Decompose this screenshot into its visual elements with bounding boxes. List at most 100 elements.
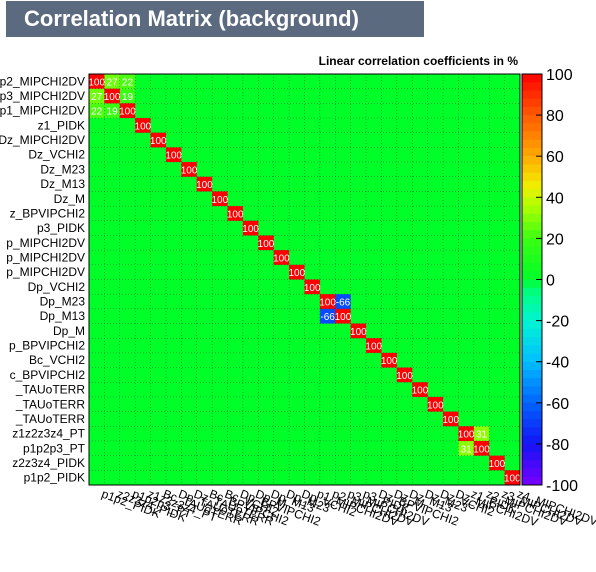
y-axis-label: p2_MIPCHI2DV <box>0 74 85 88</box>
heatmap-cell <box>135 250 151 266</box>
heatmap-cell <box>150 132 167 148</box>
heatmap-cell <box>212 440 228 456</box>
heatmap-cell <box>304 264 321 280</box>
heatmap-cell <box>473 206 490 222</box>
heatmap-cell <box>104 162 121 178</box>
heatmap-cell <box>304 411 321 427</box>
heatmap-cell <box>289 455 305 471</box>
color-scale-segment <box>522 345 542 354</box>
heatmap-cell <box>196 440 213 456</box>
heatmap-cell <box>181 103 198 119</box>
heatmap-cell <box>381 147 398 163</box>
heatmap-cell <box>119 279 136 295</box>
heatmap-cell <box>273 308 290 324</box>
heatmap-cell <box>150 396 167 412</box>
heatmap-cell <box>350 264 367 280</box>
heatmap-cell <box>212 147 228 163</box>
heatmap-cell <box>119 440 136 456</box>
heatmap-cell <box>443 411 459 427</box>
heatmap-cell <box>335 176 351 192</box>
heatmap-cell <box>196 338 213 354</box>
y-axis-label: Dp_M23 <box>40 295 86 309</box>
heatmap-cell <box>212 470 228 486</box>
heatmap-cell <box>304 88 321 104</box>
heatmap-cell <box>412 308 428 324</box>
heatmap-cell <box>412 367 428 383</box>
heatmap-cell <box>165 308 182 324</box>
heatmap-cell <box>227 264 244 280</box>
cell-value-label: 31 <box>461 444 473 455</box>
heatmap-cell <box>396 176 413 192</box>
heatmap-cell <box>304 440 321 456</box>
heatmap-cell <box>258 323 275 339</box>
y-axis-label: Dz_VCHI2 <box>28 148 85 162</box>
heatmap-cell <box>335 162 351 178</box>
heatmap-cell <box>273 162 290 178</box>
heatmap-cell <box>104 382 121 398</box>
heatmap-cell <box>458 294 475 310</box>
heatmap-cell <box>165 88 182 104</box>
heatmap-cell <box>242 308 259 324</box>
heatmap-cell <box>335 352 351 368</box>
heatmap-cell <box>412 396 428 412</box>
heatmap-cell <box>443 382 459 398</box>
heatmap-cell <box>458 264 475 280</box>
heatmap-cell <box>366 279 382 295</box>
heatmap-cell <box>196 426 213 442</box>
heatmap-cell <box>427 103 444 119</box>
heatmap-cell <box>304 132 321 148</box>
color-scale-segment <box>522 476 542 486</box>
color-scale-tick-label: -40 <box>546 355 569 372</box>
heatmap-cell <box>350 308 367 324</box>
heatmap-cell <box>319 147 336 163</box>
heatmap-cell <box>412 440 428 456</box>
heatmap-cell <box>304 382 321 398</box>
heatmap-cell <box>489 367 505 383</box>
heatmap-cell <box>443 162 459 178</box>
heatmap-cell <box>242 176 259 192</box>
heatmap-cell <box>350 440 367 456</box>
heatmap-cell <box>335 118 351 134</box>
heatmap-cell <box>165 235 182 251</box>
color-scale-segment <box>522 337 542 346</box>
heatmap-cell <box>150 440 167 456</box>
heatmap-cell <box>412 118 428 134</box>
heatmap-cell <box>335 88 351 104</box>
heatmap-cell <box>289 426 305 442</box>
heatmap-cell <box>319 264 336 280</box>
heatmap-cell <box>89 235 105 251</box>
heatmap-cell <box>335 426 351 442</box>
heatmap-cell <box>427 264 444 280</box>
heatmap-cell <box>504 382 521 398</box>
heatmap-cell <box>212 294 228 310</box>
heatmap-cell <box>104 308 121 324</box>
heatmap-cell <box>227 338 244 354</box>
color-scale-segment <box>522 353 542 363</box>
heatmap-cell <box>104 294 121 310</box>
heatmap-cell <box>412 352 428 368</box>
heatmap-cell <box>504 323 521 339</box>
cell-value-label: -66 <box>336 298 351 309</box>
heatmap-cell <box>504 147 521 163</box>
x-axis-labels: p1p2_PIDKz2z3z4_PIDKp1p2p3_PTz1z2z3z4_PT… <box>100 487 596 530</box>
heatmap-cell <box>473 455 490 471</box>
heatmap-cell <box>165 352 182 368</box>
heatmap-cell <box>150 323 167 339</box>
heatmap-cell <box>119 250 136 266</box>
color-scale-tick-label: -20 <box>546 314 569 331</box>
color-scale-segment <box>522 197 542 206</box>
heatmap-cell <box>181 294 198 310</box>
y-axis-label: Dp_M13 <box>40 309 86 323</box>
heatmap-cell <box>212 206 228 222</box>
cell-value-label: 100 <box>104 92 121 103</box>
heatmap-cell <box>258 308 275 324</box>
heatmap-cell <box>412 279 428 295</box>
heatmap-cell <box>381 426 398 442</box>
heatmap-cell <box>150 455 167 471</box>
heatmap-cell <box>458 440 475 456</box>
heatmap-cell <box>165 294 182 310</box>
heatmap-cell <box>396 264 413 280</box>
heatmap-cell <box>135 162 151 178</box>
heatmap-cell <box>350 294 367 310</box>
heatmap-cell <box>89 250 105 266</box>
